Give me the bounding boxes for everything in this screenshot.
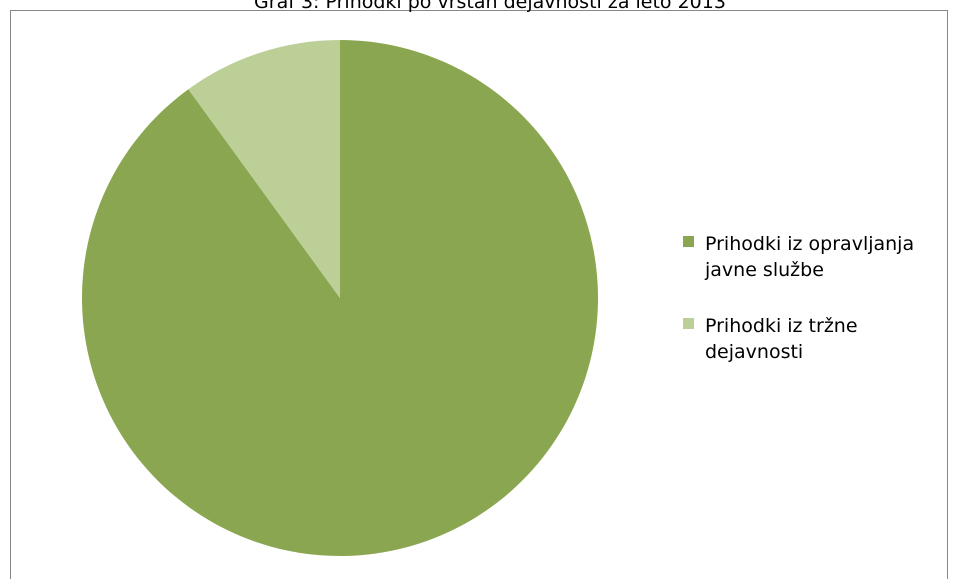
chart-title: Graf 3: Prihodki po vrstah dejavnosti za… <box>254 0 726 13</box>
legend-label: Prihodki iz tržne dejavnosti <box>705 315 858 363</box>
legend-swatch <box>683 318 694 329</box>
legend-swatch <box>683 236 694 247</box>
pie-slice <box>188 40 340 298</box>
legend-label: Prihodki iz opravljanja javne službe <box>704 233 914 281</box>
